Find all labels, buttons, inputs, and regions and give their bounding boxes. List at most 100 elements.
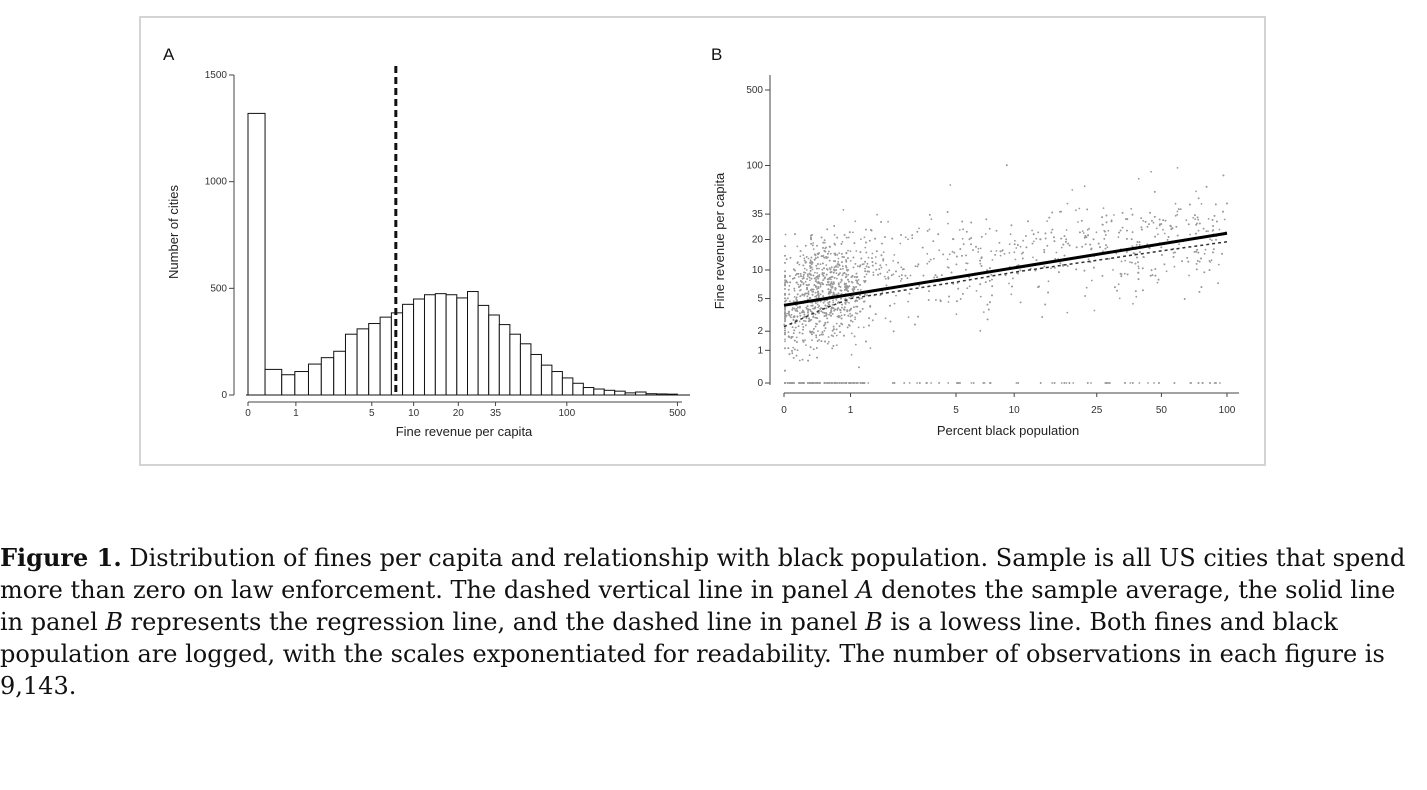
scatter-point: [1126, 273, 1129, 276]
scatter-point: [822, 247, 824, 249]
scatter-point: [841, 256, 844, 258]
scatter-point: [816, 244, 818, 247]
scatter-point: [998, 241, 1001, 244]
scatter-point: [965, 268, 967, 271]
scatter-point: [816, 356, 818, 359]
scatter-point: [813, 284, 816, 286]
scatter-point: [1170, 228, 1173, 231]
scatter-point: [1200, 286, 1203, 288]
scatter-point: [827, 252, 829, 255]
scatter-point: [1113, 214, 1115, 216]
scatter-point: [1141, 228, 1143, 231]
panel-b-x-tick-label: 10: [1009, 405, 1021, 416]
scatter-point: [828, 301, 831, 303]
scatter-point: [839, 309, 841, 311]
scatter-point: [815, 334, 818, 337]
scatter-point: [1153, 191, 1156, 193]
scatter-point: [849, 260, 852, 262]
scatter-point: [985, 218, 988, 221]
scatter-point: [811, 290, 814, 293]
scatter-point: [1202, 227, 1205, 230]
scatter-point: [784, 340, 786, 343]
scatter-point: [1117, 236, 1120, 239]
scatter-point: [822, 255, 824, 258]
scatter-point: [792, 268, 795, 271]
scatter-point: [836, 382, 839, 384]
scatter-point: [812, 248, 815, 251]
scatter-point: [1153, 382, 1155, 384]
scatter-point: [784, 382, 786, 384]
scatter-point: [819, 285, 822, 288]
scatter-point: [809, 259, 812, 261]
scatter-point: [918, 382, 921, 384]
scatter-point: [794, 233, 796, 236]
scatter-point: [1136, 241, 1139, 243]
scatter-point: [881, 242, 883, 245]
scatter-point: [832, 271, 835, 274]
scatter-point: [826, 268, 829, 271]
scatter-point: [841, 303, 843, 306]
scatter-point: [1101, 216, 1103, 219]
scatter-point: [812, 274, 815, 277]
scatter-point: [879, 294, 882, 296]
scatter-point: [822, 241, 825, 244]
scatter-point: [817, 263, 819, 265]
scatter-point: [1194, 218, 1197, 221]
scatter-point: [854, 316, 856, 319]
scatter-point: [816, 275, 819, 278]
scatter-point: [917, 263, 920, 266]
scatter-point: [803, 311, 805, 313]
scatter-point: [984, 233, 987, 235]
scatter-point: [803, 316, 805, 318]
scatter-point: [784, 262, 786, 264]
scatter-point: [787, 347, 790, 349]
scatter-point: [1020, 252, 1023, 255]
scatter-point: [1221, 252, 1223, 255]
scatter-point: [1195, 263, 1198, 265]
scatter-point: [947, 222, 949, 225]
scatter-point: [799, 255, 802, 258]
scatter-point: [812, 242, 815, 244]
scatter-point: [847, 249, 849, 252]
scatter-point: [800, 289, 802, 291]
scatter-point: [813, 331, 815, 334]
scatter-point: [818, 339, 820, 341]
scatter-point: [803, 259, 806, 262]
scatter-point: [845, 273, 848, 276]
scatter-point: [830, 309, 832, 312]
scatter-point: [1086, 228, 1089, 231]
histogram-bar: [561, 377, 574, 396]
scatter-point: [833, 266, 836, 269]
scatter-point: [872, 274, 875, 276]
scatter-point: [889, 320, 892, 323]
scatter-point: [820, 255, 823, 258]
scatter-point: [856, 382, 859, 384]
scatter-point: [1066, 202, 1069, 205]
scatter-point: [828, 259, 831, 262]
panel-b-y-tick-label: 1: [757, 345, 763, 356]
scatter-point: [880, 266, 883, 269]
histogram-bar: [456, 297, 469, 396]
scatter-point: [799, 305, 801, 308]
scatter-point: [800, 382, 803, 384]
scatter-point: [918, 227, 920, 230]
scatter-point: [1197, 251, 1200, 254]
scatter-point: [1215, 238, 1217, 241]
scatter-point: [811, 339, 813, 342]
scatter-point: [795, 336, 798, 339]
scatter-point: [1044, 232, 1047, 235]
scatter-point: [812, 288, 815, 291]
scatter-point: [1081, 245, 1084, 248]
panel-b-x-tick-label: 5: [953, 405, 959, 416]
scatter-point: [821, 311, 824, 314]
scatter-point: [1126, 238, 1128, 240]
scatter-point: [1107, 229, 1110, 232]
scatter-point: [952, 283, 955, 285]
scatter-point: [784, 233, 787, 236]
scatter-point: [911, 237, 914, 240]
scatter-point: [823, 250, 826, 252]
scatter-point: [854, 263, 857, 265]
scatter-point: [790, 336, 793, 338]
scatter-point: [786, 382, 789, 384]
scatter-point: [788, 353, 791, 356]
